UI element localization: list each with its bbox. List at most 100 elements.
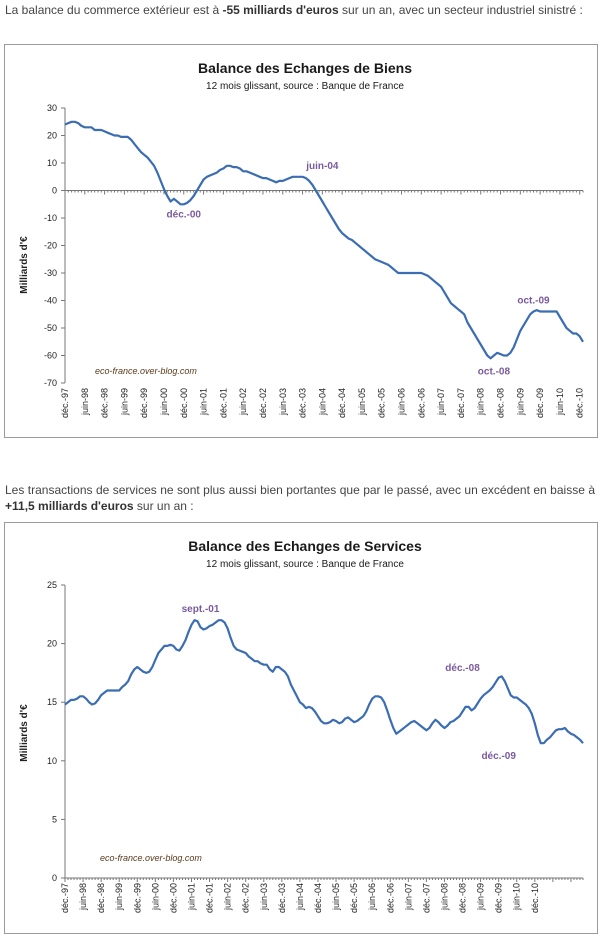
- chart-services-x-tick-label: juin-06: [367, 883, 377, 911]
- chart-goods-x-tick-label: juin-08: [476, 388, 486, 416]
- chart-services-x-tick-label: juin-99: [114, 883, 124, 911]
- chart-goods-x-tick-label: déc.-02: [258, 388, 268, 418]
- chart-services-x-tick-label: déc.-04: [313, 883, 323, 913]
- chart-goods-x-tick-label: déc.-05: [377, 388, 387, 418]
- chart-services-x-tick-label: juin-08: [439, 883, 449, 911]
- chart-goods-x-tick-label: déc.-99: [139, 388, 149, 418]
- chart-services-y-label: Milliards d'€: [19, 704, 30, 762]
- chart-services-x-tick-label: déc.-08: [458, 883, 468, 913]
- chart-services-x-tick-label: juin-00: [150, 883, 160, 911]
- chart-goods-x-tick-label: déc.-03: [298, 388, 308, 418]
- chart-services-subtitle: 12 mois glissant, source : Banque de Fra…: [206, 559, 404, 570]
- chart-goods-y-tick-label: -30: [44, 268, 57, 278]
- chart-services-x-tick-label: déc.-06: [385, 883, 395, 913]
- chart-services-y-tick-label: 0: [52, 873, 57, 883]
- chart-services-x-tick-label: déc.-05: [349, 883, 359, 913]
- chart-goods-y-tick-label: -60: [44, 351, 57, 361]
- chart-goods-x-tick-label: juin-03: [278, 388, 288, 416]
- chart-goods-x-tick-label: juin-05: [357, 388, 367, 416]
- chart-services-annotation: déc.-08: [445, 663, 480, 674]
- chart-goods-y-label: Milliards d'€: [19, 236, 30, 294]
- chart-goods-title: Balance des Echanges de Biens: [198, 60, 412, 76]
- chart-services-x-tick-label: juin-03: [259, 883, 269, 911]
- chart-goods-y-tick-label: 10: [47, 158, 57, 168]
- chart-services-x-tick-label: déc.-99: [132, 883, 142, 913]
- chart-services-title: Balance des Echanges de Services: [188, 538, 422, 554]
- intro-goods-text-pre: La balance du commerce extérieur est à: [5, 3, 223, 17]
- chart-goods-x-tick-label: juin-01: [199, 388, 209, 416]
- chart-goods: Balance des Echanges de Biens 12 mois gl…: [19, 60, 585, 418]
- chart-goods-y-tick-label: 0: [52, 186, 57, 196]
- chart-goods-y-tick-label: -50: [44, 323, 57, 333]
- chart-services-x-tick-label: juin-05: [331, 883, 341, 911]
- chart-services-x-tick-label: juin-01: [186, 883, 196, 911]
- chart-services-x-tick-label: juin-09: [476, 883, 486, 911]
- chart-goods-x-tick-label: juin-99: [119, 388, 129, 416]
- chart-goods-x-tick-label: déc.-04: [337, 388, 347, 418]
- intro-services-text-pre: Les transactions de services ne sont plu…: [5, 483, 595, 497]
- intro-paragraph-services: Les transactions de services ne sont plu…: [5, 482, 595, 514]
- chart-services-x-tick-label: déc.-01: [205, 883, 215, 913]
- chart-goods-x-tick-label: juin-07: [436, 388, 446, 416]
- chart-services-x-tick-label: déc.-03: [277, 883, 287, 913]
- chart-goods-y-tick-label: 30: [47, 103, 57, 113]
- chart-services-credit: eco-france.over-blog.com: [100, 853, 202, 863]
- chart-services-x-tick-label: déc.-98: [96, 883, 106, 913]
- chart-goods-x-tick-label: déc.-09: [535, 388, 545, 418]
- chart-goods-series-line: [64, 120, 584, 360]
- chart-goods-y-tick-label: -20: [44, 241, 57, 251]
- chart-services-annotation: sept.-01: [182, 604, 220, 615]
- chart-goods-frame: Balance des Echanges de Biens 12 mois gl…: [4, 44, 598, 438]
- chart-goods-annotation: juin-04: [305, 161, 339, 172]
- chart-services-x-tick-label: juin-10: [512, 883, 522, 911]
- chart-goods-annotation: oct.-08: [478, 366, 511, 377]
- chart-goods-x-tick-label: déc.-98: [100, 388, 110, 418]
- chart-services-x-tick-label: déc.-00: [168, 883, 178, 913]
- chart-goods-x-tick-label: juin-00: [159, 388, 169, 416]
- intro-goods-value: -55 milliards d'euros: [222, 3, 339, 17]
- chart-services-x-tick-label: juin-02: [223, 883, 233, 911]
- chart-goods-x-tick-label: juin-10: [555, 388, 565, 416]
- chart-services-frame: Balance des Echanges de Services 12 mois…: [4, 522, 598, 934]
- chart-goods-x-tick-label: juin-02: [238, 388, 248, 416]
- intro-services-value: +11,5 milliards d'euros: [5, 499, 134, 513]
- chart-goods-subtitle: 12 mois glissant, source : Banque de Fra…: [206, 81, 404, 92]
- chart-services-annotation: déc.-09: [481, 751, 516, 762]
- chart-goods-y-tick-label: -40: [44, 296, 57, 306]
- chart-services-series-line: [64, 619, 584, 745]
- intro-paragraph-goods: La balance du commerce extérieur est à -…: [5, 2, 595, 18]
- chart-services-x-tick-label: déc.-10: [530, 883, 540, 913]
- chart-goods-x-tick-label: déc.-01: [218, 388, 228, 418]
- chart-services: Balance des Echanges de Services 12 mois…: [19, 538, 584, 913]
- chart-goods-x-tick-label: déc.-10: [575, 388, 585, 418]
- chart-goods-x-tick-label: juin-09: [515, 388, 525, 416]
- chart-goods-x-tick-label: déc.-08: [496, 388, 506, 418]
- chart-goods-x-tick-label: juin-98: [80, 388, 90, 416]
- chart-goods-y-tick-label: 20: [47, 131, 57, 141]
- chart-goods-x-tick-label: déc.-07: [456, 388, 466, 418]
- chart-services-x-tick-label: déc.-09: [494, 883, 504, 913]
- chart-goods-x-tick-label: juin-04: [317, 388, 327, 416]
- chart-goods-x-tick-label: déc.-97: [60, 388, 70, 418]
- chart-services-y-tick-label: 20: [47, 639, 57, 649]
- chart-services-y-tick-label: 15: [47, 697, 57, 707]
- chart-goods-credit: eco-france.over-blog.com: [95, 366, 197, 376]
- chart-goods-x-tick-label: déc.-00: [179, 388, 189, 418]
- chart-services-y-tick-label: 10: [47, 756, 57, 766]
- chart-goods-y-tick-label: -70: [44, 378, 57, 388]
- chart-goods-x-tick-label: juin-06: [397, 388, 407, 416]
- chart-services-y-tick-label: 25: [47, 580, 57, 590]
- chart-services-y-tick-label: 5: [52, 814, 57, 824]
- chart-goods-y-tick-label: -10: [44, 213, 57, 223]
- chart-services-x-tick-label: juin-07: [403, 883, 413, 911]
- intro-services-text-post: sur un an :: [133, 499, 194, 513]
- chart-services-x-tick-label: déc.-02: [241, 883, 251, 913]
- chart-goods-annotation: oct.-09: [517, 296, 550, 307]
- chart-services-x-tick-label: déc.-07: [421, 883, 431, 913]
- chart-services-x-tick-label: juin-98: [78, 883, 88, 911]
- chart-goods-x-tick-label: déc.-06: [416, 388, 426, 418]
- chart-goods-annotation: déc.-00: [167, 210, 202, 221]
- intro-goods-text-post: sur un an, avec un secteur industriel si…: [338, 3, 583, 17]
- chart-services-x-tick-label: déc.-97: [60, 883, 70, 913]
- chart-services-x-tick-label: juin-04: [295, 883, 305, 911]
